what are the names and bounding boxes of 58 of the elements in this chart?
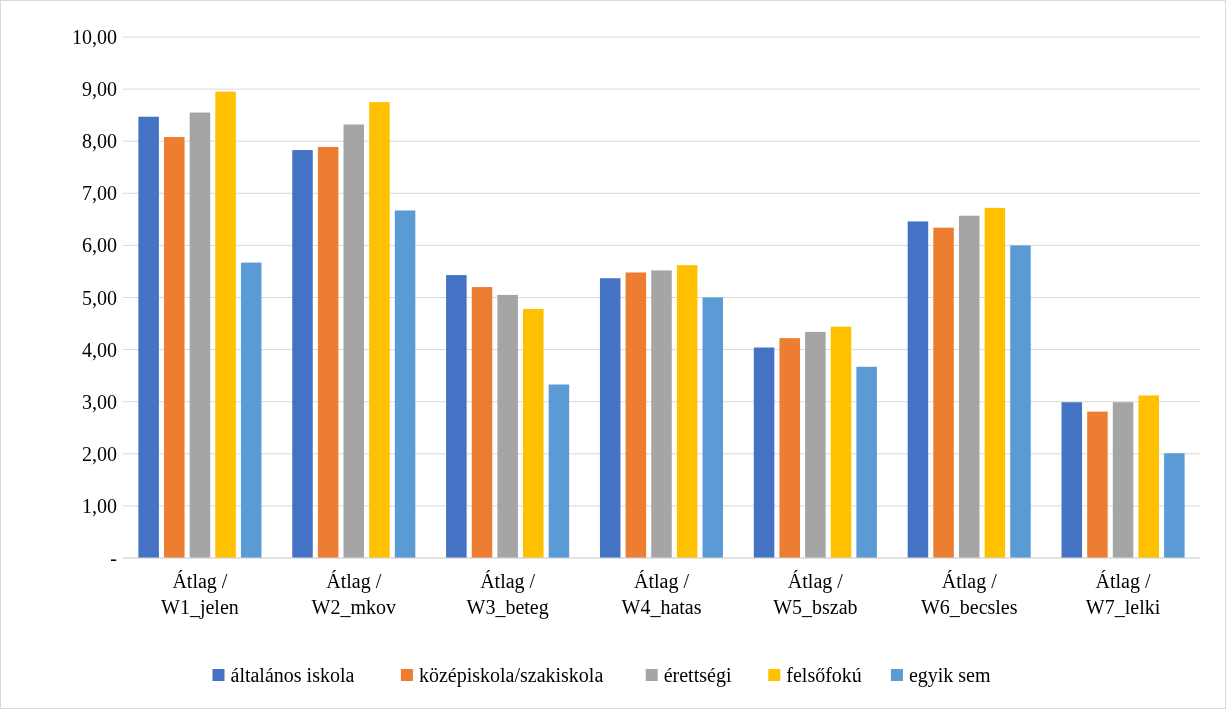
- y-tick-label: 7,00: [82, 182, 117, 205]
- bar: [625, 272, 647, 558]
- x-tick-label: Átlag / W5_bszab: [773, 570, 858, 618]
- bar: [317, 146, 339, 558]
- y-tick-label: 10,00: [72, 26, 117, 48]
- y-tick-label: 9,00: [82, 78, 117, 101]
- bar: [599, 278, 621, 558]
- bar: [779, 338, 800, 558]
- bar: [240, 262, 262, 558]
- y-tick-label: 2,00: [82, 442, 117, 465]
- bar: [702, 297, 724, 558]
- legend-label: középiskola/szakiskola: [418, 664, 604, 687]
- x-tick-label: Átlag / W1_jelen: [161, 570, 239, 619]
- bar: [907, 221, 929, 558]
- bar: [753, 347, 775, 558]
- bar: [984, 207, 1006, 558]
- bar: [189, 112, 211, 558]
- bar: [1112, 402, 1134, 558]
- y-tick-label: 5,00: [82, 286, 117, 309]
- y-tick-label: 6,00: [82, 234, 117, 257]
- bar: [548, 384, 570, 558]
- bar: [369, 102, 390, 558]
- y-tick-label: 4,00: [82, 338, 117, 361]
- legend-label: érettségi: [663, 664, 732, 687]
- bar: [1010, 245, 1031, 558]
- bar: [523, 308, 544, 558]
- bar: [1087, 411, 1108, 558]
- bar: [215, 91, 236, 558]
- x-tick-label: Átlag / W4_hatas: [621, 570, 702, 618]
- bar: [651, 270, 672, 558]
- bar: [343, 124, 365, 558]
- bar: [292, 150, 313, 558]
- legend-label: egyik sem: [908, 664, 991, 687]
- x-tick-label: Átlag / W2_mkov: [311, 570, 396, 618]
- bar: [138, 116, 159, 558]
- y-tick-label: 3,00: [82, 390, 117, 413]
- bar: [1138, 395, 1159, 558]
- y-tick-label: 1,00: [82, 494, 117, 517]
- bar: [446, 275, 467, 558]
- bar: [856, 366, 877, 558]
- legend-label: általános iskola: [230, 664, 355, 686]
- bar: [1164, 453, 1185, 558]
- bar: [497, 294, 518, 558]
- legend-label: felsőfokú: [786, 664, 862, 686]
- bar: [394, 210, 416, 558]
- x-tick-label: Átlag / W6_becsles: [920, 570, 1018, 618]
- bar: [164, 137, 185, 558]
- x-tick-label: Átlag / W7_lelki: [1085, 570, 1161, 618]
- x-tick-label: Átlag / W3_beteg: [466, 570, 549, 619]
- bar: [471, 287, 493, 558]
- bar: [805, 331, 826, 558]
- y-tick-label: -: [110, 547, 117, 569]
- bar: [830, 326, 852, 558]
- y-tick-label: 8,00: [82, 130, 117, 153]
- bar: [933, 227, 954, 558]
- bar: [958, 215, 980, 558]
- bar: [676, 265, 698, 558]
- bar: [1061, 402, 1083, 558]
